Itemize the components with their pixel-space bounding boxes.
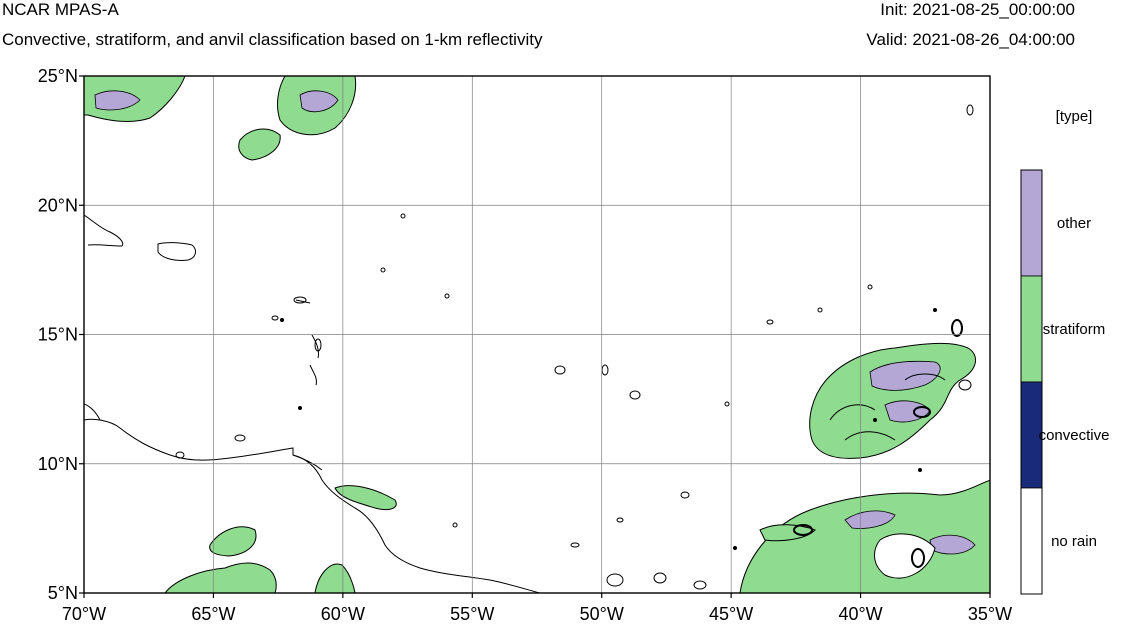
lon-tick-label: 60°W — [321, 604, 365, 624]
init-time: Init: 2021-08-25_00:00:00 — [880, 0, 1075, 19]
coastline-lesser-antilles — [295, 299, 319, 386]
legend-frame — [1020, 169, 1043, 595]
lon-tick-label: 55°W — [450, 604, 494, 624]
valid-time: Valid: 2021-08-26_04:00:00 — [866, 30, 1075, 49]
legend-swatch-other — [1020, 169, 1043, 277]
rain-cluster-se-band — [759, 524, 816, 542]
rain-cluster-s3 — [314, 563, 356, 593]
lat-tick-label: 5°N — [48, 583, 78, 603]
coastlines — [84, 214, 541, 593]
lon-tick-label: 50°W — [580, 604, 624, 624]
rain-cluster-ne-core — [829, 373, 946, 441]
lon-tick-label: 40°W — [838, 604, 882, 624]
rain-cluster-se-other2 — [929, 534, 976, 555]
legend: [type] other stratiform convective no rain — [1020, 108, 1110, 595]
lat-tick-label: 20°N — [38, 195, 78, 215]
contour-rings — [793, 319, 963, 568]
plot-title: NCAR MPAS-A — [2, 0, 119, 19]
rain-cluster-nw-other — [94, 90, 141, 111]
coastline-south-america — [84, 418, 541, 593]
lon-tick-label: 70°W — [62, 604, 106, 624]
lon-tick-label: 65°W — [191, 604, 235, 624]
rain-cluster-mid — [334, 485, 397, 511]
coastline-orinoco — [292, 454, 323, 471]
rain-cluster-s — [164, 562, 277, 593]
lat-tick-label: 10°N — [38, 454, 78, 474]
gridlines — [84, 76, 990, 593]
longitude-axis: 70°W 65°W 60°W 55°W 50°W 45°W 40°W 35°W — [62, 593, 1012, 624]
convective-dots — [280, 308, 937, 550]
legend-swatch-no-rain — [1020, 487, 1043, 595]
coastline-caribbean-island — [157, 242, 196, 261]
legend-label: no rain — [1051, 533, 1097, 550]
coastline-puerto-rico — [84, 214, 124, 247]
lon-tick-label: 35°W — [968, 604, 1012, 624]
lon-tick-label: 45°W — [709, 604, 753, 624]
legend-label: other — [1057, 215, 1091, 232]
legend-label: stratiform — [1043, 321, 1106, 338]
rain-cluster-se — [739, 479, 990, 593]
lat-tick-label: 15°N — [38, 325, 78, 345]
plot-subtitle: Convective, stratiform, and anvil classi… — [2, 30, 543, 49]
rain-cluster-n-other — [299, 90, 339, 113]
lat-tick-label: 25°N — [38, 66, 78, 86]
legend-title: [type] — [1056, 108, 1093, 125]
legend-swatch-stratiform — [1020, 275, 1043, 383]
rain-cluster-n2 — [238, 128, 281, 161]
coastline-venezuela — [84, 403, 101, 421]
precipitation-layer — [84, 76, 990, 593]
latitude-axis: 5°N 10°N 15°N 20°N 25°N — [38, 66, 84, 603]
rain-cluster-ne-other — [869, 360, 941, 391]
legend-label: convective — [1039, 427, 1110, 444]
